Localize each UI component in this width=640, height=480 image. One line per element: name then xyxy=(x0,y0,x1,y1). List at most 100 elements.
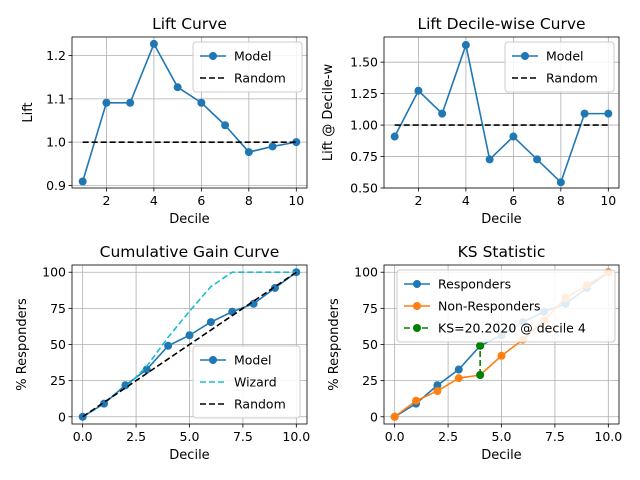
y-tick-label: 100 xyxy=(354,265,378,280)
data-point-model-6 xyxy=(206,318,215,327)
x-tick-label: 7.5 xyxy=(545,429,565,444)
x-tick-label: 10 xyxy=(600,193,616,208)
x-tick-label: 4 xyxy=(150,193,158,208)
legend-label: Wizard xyxy=(234,375,277,390)
y-tick-label: 1.25 xyxy=(350,86,378,101)
x-tick-label: 2 xyxy=(102,193,110,208)
legend-frame xyxy=(504,41,615,93)
legend-label: Model xyxy=(234,353,272,368)
series-ks-20-2020-decile-4 xyxy=(476,341,485,379)
chart-title: Lift Decile-wise Curve xyxy=(417,15,585,33)
series-model xyxy=(390,41,613,187)
data-point-non-responders-0 xyxy=(390,412,399,421)
series-line-wizard xyxy=(82,271,297,418)
series-line-model xyxy=(393,44,609,184)
data-point-model-6 xyxy=(221,121,230,130)
data-point-model-2 xyxy=(121,381,130,390)
x-tick-label: 2 xyxy=(414,193,422,208)
y-tick-label: 0 xyxy=(58,409,66,424)
y-tick-label: 0.75 xyxy=(350,149,378,164)
y-tick-label: 50 xyxy=(362,337,378,352)
data-point-ks-20-2020-decile-4-0 xyxy=(476,370,485,379)
data-point-responders-2 xyxy=(433,381,442,390)
legend-marker-non-responders xyxy=(413,302,421,310)
legend-marker-responders xyxy=(413,280,421,288)
legend: Model Random xyxy=(192,41,303,93)
chart-title: Lift Curve xyxy=(152,15,227,33)
axes-frame xyxy=(383,36,620,189)
legend: Model Wizard Random xyxy=(192,345,301,419)
data-point-non-responders-3 xyxy=(454,374,463,383)
legend-label: Random xyxy=(546,71,598,86)
chart-lift: 2 4 6 8 10 0.9 1.0 1.1 1.2 Lift Curve Decile Lift Mo… xyxy=(21,15,308,227)
data-point-non-responders-1 xyxy=(412,396,421,405)
x-tick-label: 2.5 xyxy=(438,429,458,444)
chart-title: KS Statistic xyxy=(458,243,546,261)
x-tick-label: 6 xyxy=(509,193,517,208)
x-tick-label: 6 xyxy=(197,193,205,208)
data-point-model-1 xyxy=(414,86,423,95)
legend-label: Non-Responders xyxy=(438,299,541,314)
y-tick-label: 75 xyxy=(50,301,66,316)
legend-label: Random xyxy=(234,71,286,86)
series-model xyxy=(78,268,301,421)
axes-frame xyxy=(71,36,308,189)
series-line-random xyxy=(82,271,297,418)
y-tick-label: 75 xyxy=(362,301,378,316)
y-tick-label: 1.00 xyxy=(350,118,378,133)
legend-label: Model xyxy=(546,49,584,64)
x-axis-label: Decile xyxy=(481,212,521,227)
x-tick-label: 10.0 xyxy=(282,429,310,444)
y-axis-label: Lift @ Decile-w xyxy=(321,64,336,162)
series-model xyxy=(78,39,301,186)
chart-title: Cumulative Gain Curve xyxy=(100,243,280,261)
data-point-model-1 xyxy=(102,98,111,107)
x-tick-label: 8 xyxy=(557,193,565,208)
data-point-model-3 xyxy=(142,365,151,374)
data-point-model-8 xyxy=(249,299,258,308)
y-tick-label: 1.2 xyxy=(46,48,66,63)
x-tick-label: 2.5 xyxy=(126,429,146,444)
y-tick-label: 1.0 xyxy=(46,135,66,150)
x-tick-label: 7.5 xyxy=(233,429,253,444)
chart-gain: 0.0 2.5 5.0 7.5 10.0 0 25 50 75 100 Cumulative Gai… xyxy=(15,243,310,463)
series-wizard xyxy=(82,271,297,418)
y-axis-label: Lift xyxy=(21,102,36,122)
x-axis-label: Decile xyxy=(481,448,521,463)
y-tick-label: 1.1 xyxy=(46,91,66,106)
data-point-model-9 xyxy=(604,109,613,118)
data-point-model-2 xyxy=(438,109,447,118)
chart-lift-decile: 2 4 6 8 10 0.50 0.75 1.00 1.25 1.50 Lift Decile-wi… xyxy=(321,15,620,227)
x-tick-label: 8 xyxy=(245,193,253,208)
legend-marker-model xyxy=(209,52,217,60)
x-tick-label: 0.0 xyxy=(73,429,93,444)
legend-label: KS=20.2020 @ decile 4 xyxy=(438,321,586,336)
data-point-model-6 xyxy=(533,155,542,164)
series-line-model xyxy=(81,43,297,182)
legend-label: Responders xyxy=(438,277,511,292)
data-point-model-0 xyxy=(390,132,399,141)
legend-frame xyxy=(396,269,616,343)
data-point-ks-20-2020-decile-4-1 xyxy=(476,341,485,350)
legend-frame xyxy=(192,41,303,93)
legend-marker-model xyxy=(209,356,217,364)
legend-marker-ks-20-2020-decile-4 xyxy=(413,324,421,332)
y-tick-label: 50 xyxy=(50,337,66,352)
x-tick-label: 5.0 xyxy=(180,429,200,444)
chart-ks: 0.0 2.5 5.0 7.5 10.0 0 25 50 75 100 KS Statistic De… xyxy=(327,243,622,463)
data-point-model-7 xyxy=(556,178,565,187)
x-tick-label: 0.0 xyxy=(385,429,405,444)
x-tick-label: 5.0 xyxy=(492,429,512,444)
x-axis-label: Decile xyxy=(169,212,209,227)
x-tick-label: 10.0 xyxy=(594,429,622,444)
y-axis-label: % Responders xyxy=(327,298,342,391)
y-tick-label: 25 xyxy=(362,373,378,388)
data-point-model-7 xyxy=(244,148,253,157)
y-tick-label: 0.9 xyxy=(46,178,66,193)
data-point-model-3 xyxy=(461,41,470,50)
data-point-model-3 xyxy=(149,39,158,48)
data-point-model-8 xyxy=(580,109,589,118)
data-point-model-8 xyxy=(268,142,277,151)
x-tick-label: 10 xyxy=(288,193,304,208)
